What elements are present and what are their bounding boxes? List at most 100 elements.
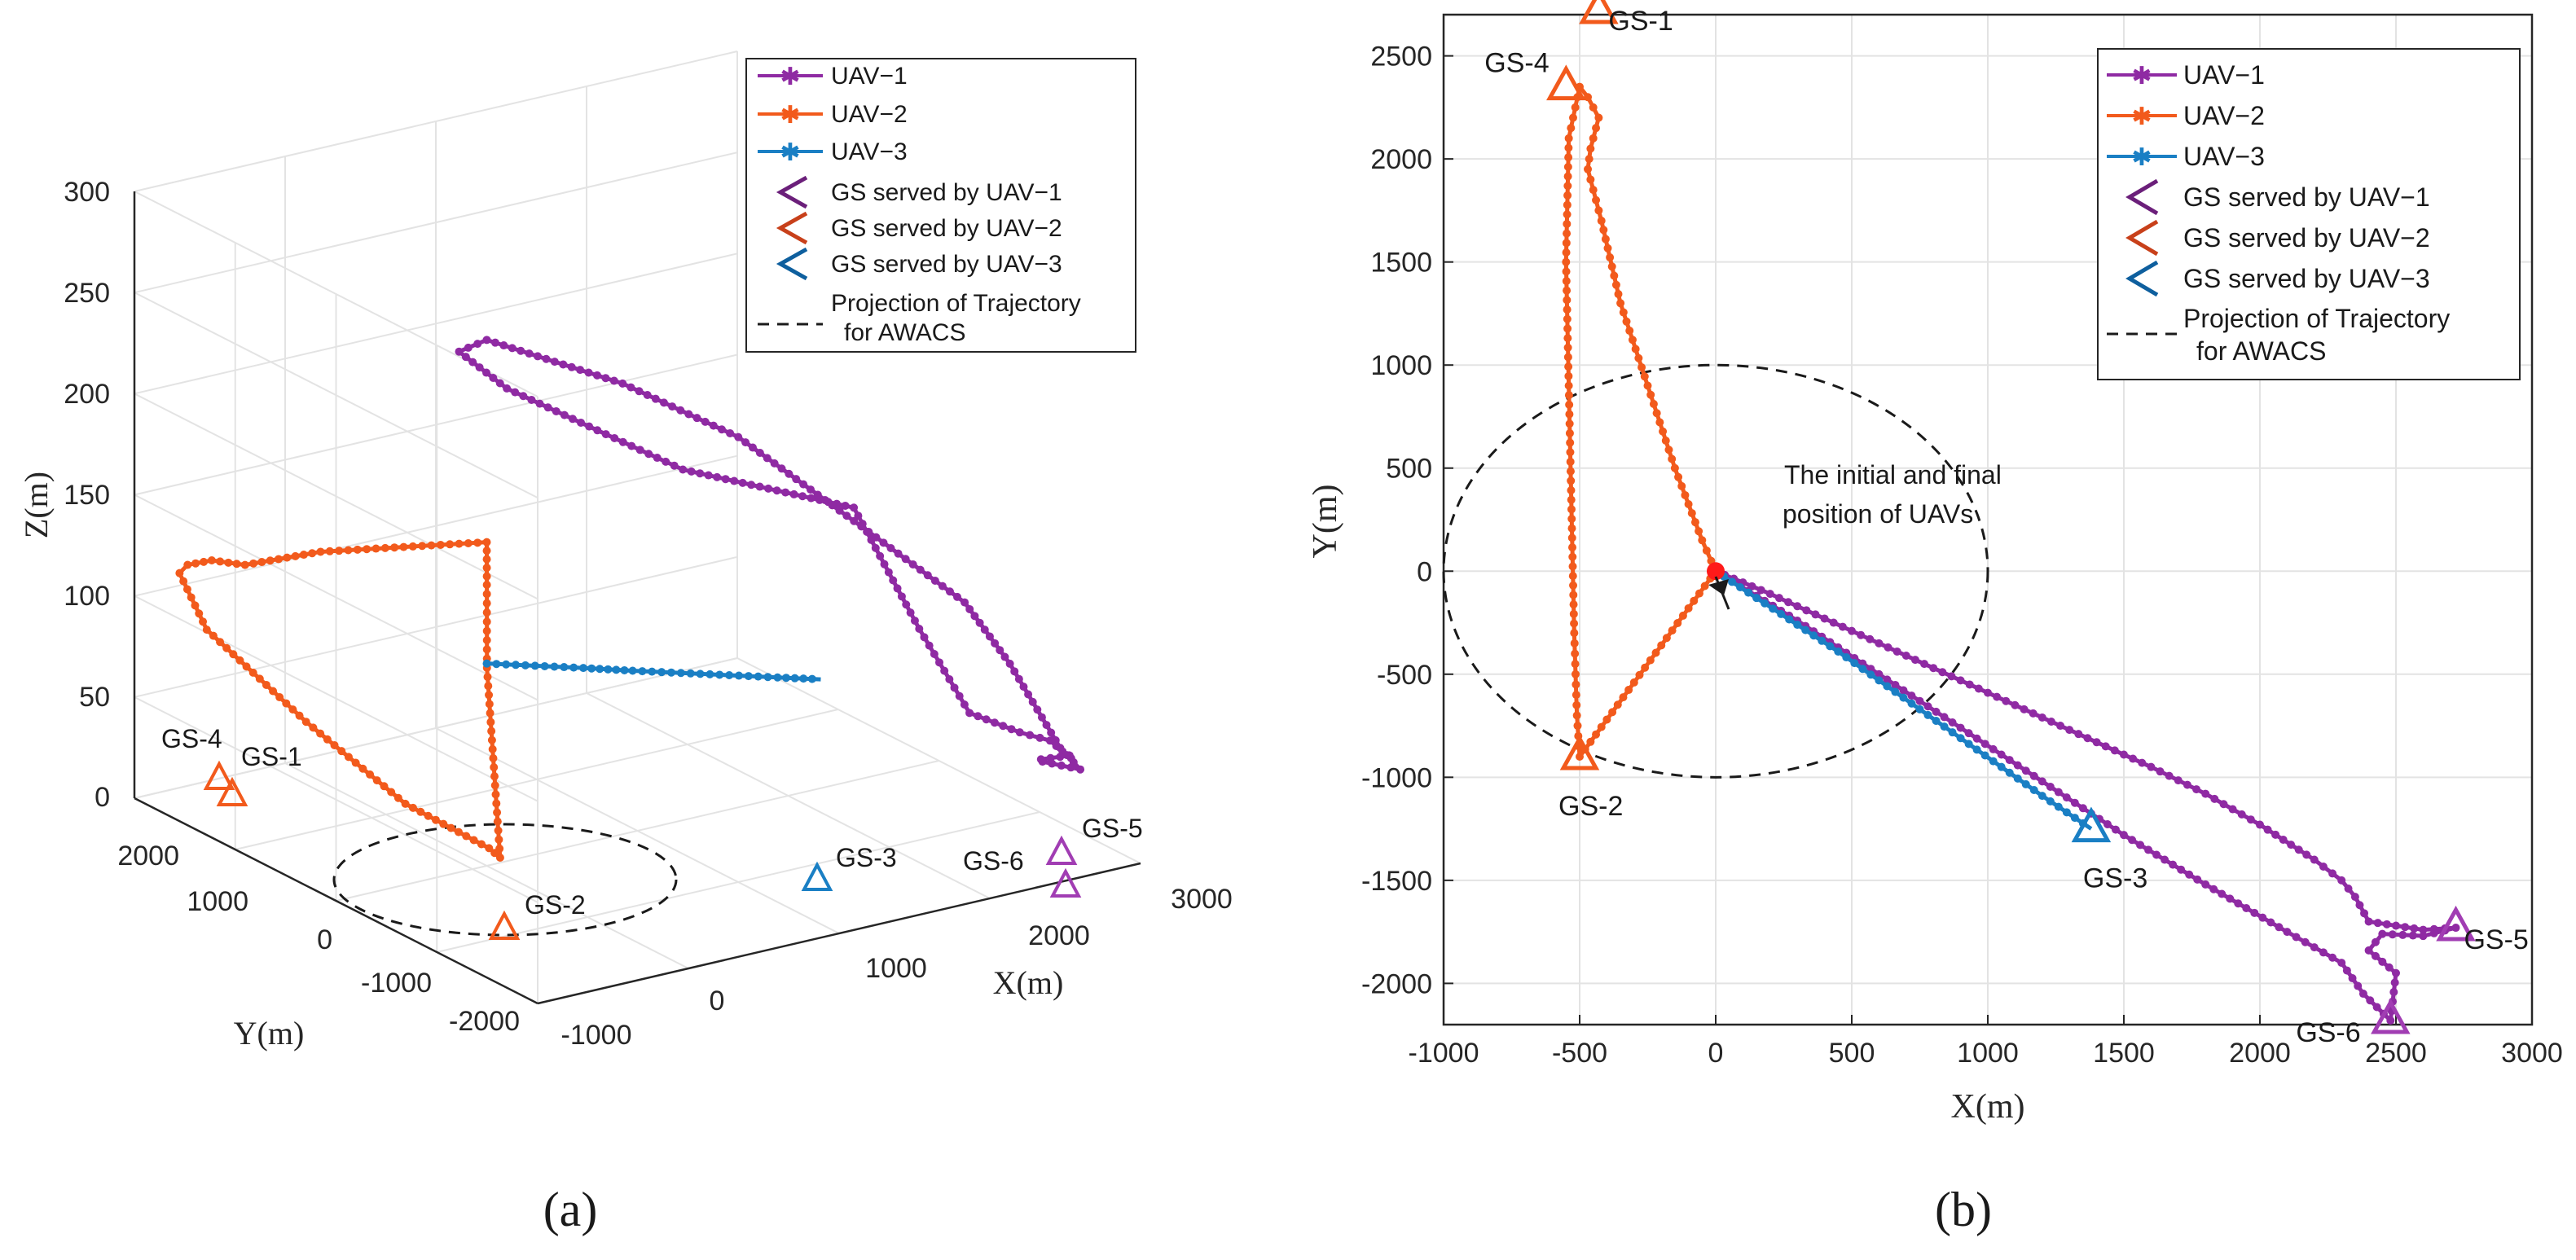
panel-b-data-point	[2392, 968, 2400, 977]
panel-a-data-point	[945, 587, 954, 596]
panel-b-data-point	[1923, 702, 1932, 711]
panel-b-data-point	[1826, 642, 1835, 651]
panel-a-data-point	[635, 446, 644, 454]
panel-b-data-point	[1850, 659, 1859, 668]
panel-b-data-point	[1974, 684, 1983, 693]
panel-a-data-point	[288, 705, 297, 714]
panel-a-data-point	[965, 604, 974, 613]
panel-a-data-point	[925, 641, 934, 650]
panel-b-data-point	[2002, 696, 2011, 705]
panel-a-data-point	[269, 687, 278, 696]
panel-b-gs-label: GS-1	[1608, 6, 1673, 37]
panel-a-data-point	[961, 598, 969, 607]
panel-a-data-point	[316, 729, 325, 738]
panel-b-y-tick-label: 2500	[1370, 42, 1432, 72]
panel-a-data-point	[763, 454, 771, 463]
panel-b-data-point	[2242, 904, 2251, 913]
legend-label-projection-2: for AWACS	[844, 319, 965, 346]
panel-b-data-point	[2046, 797, 2055, 806]
legend-b-marker-uav1: ✱	[2131, 63, 2152, 90]
panel-b-ground-stations: GS-1 GS-4 GS-2 GS-3 GS-5 GS-6	[1484, 0, 2529, 1048]
panel-a-data-point	[813, 490, 822, 499]
panel-b-data-point	[2070, 814, 2079, 823]
panel-a-data-point	[493, 808, 502, 817]
panel-a-data-point	[999, 722, 1008, 731]
panel-b-data-point	[2147, 762, 2156, 771]
panel-b-y-tick-label: 2000	[1370, 144, 1432, 175]
panel-b-data-point	[1929, 664, 1938, 673]
panel-a-data-point	[534, 352, 543, 361]
legend-label-uav3: UAV−3	[831, 138, 908, 165]
panel-a-y-ticks: 2000 1000 0 -1000 -2000	[117, 841, 520, 1037]
panel-b-x-tick-label: -500	[1552, 1038, 1607, 1069]
panel-b-data-point	[2337, 876, 2346, 885]
panel-b-data-point	[1875, 670, 1884, 678]
panel-a-data-point	[503, 384, 512, 393]
panel-b-data-point	[1668, 454, 1677, 463]
panel-b-data-point	[2056, 722, 2065, 731]
panel-b-data-point	[1563, 314, 1572, 323]
panel-a-data-point	[696, 670, 705, 678]
panel-a-data-point	[592, 371, 601, 380]
panel-a-data-point	[257, 558, 266, 567]
panel-a-data-point	[485, 691, 494, 700]
panel-a-data-point	[982, 715, 991, 724]
panel-a-data-point	[807, 674, 816, 683]
panel-b-data-point	[2378, 957, 2387, 966]
panel-b-data-point	[1568, 543, 1577, 552]
panel-a-data-point	[1007, 725, 1016, 734]
panel-a-data-point	[309, 723, 318, 732]
legend-b-label-gs2: GS served by UAV−2	[2183, 223, 2430, 252]
panel-a-data-point	[473, 538, 482, 547]
panel-a-data-point	[482, 368, 490, 377]
panel-a-data-point	[464, 538, 473, 547]
panel-b-data-point	[1564, 391, 1573, 400]
panel-a-zlabel: Z(m)	[18, 472, 55, 538]
panel-b-gs-marker	[1546, 64, 1586, 101]
panel-b-data-point	[2364, 946, 2373, 955]
panel-b-data-point	[2021, 766, 2030, 775]
panel-a-gs-label: GS-2	[525, 890, 586, 920]
panel-b-axes-box	[1442, 13, 2534, 1026]
panel-b-data-point	[1993, 692, 2002, 701]
panel-b-data-point	[2201, 880, 2210, 889]
panel-b-data-point	[1565, 410, 1574, 419]
panel-b-data-point	[1728, 577, 1737, 586]
panel-a-data-point	[923, 571, 932, 580]
panel-a-data-point	[486, 709, 495, 718]
panel-a-data-point	[713, 472, 722, 481]
panel-a-data-point	[676, 669, 685, 678]
panel-a-data-point	[482, 538, 491, 547]
panel-b-data-point	[1989, 744, 1998, 753]
panel-a-data-point	[191, 601, 200, 610]
panel-b-data-point	[2364, 917, 2373, 926]
panel-a-data-point	[648, 667, 657, 676]
panel-b-data-point	[1625, 327, 1634, 336]
panel-a-data-point	[490, 849, 499, 858]
panel-a-data-point	[935, 658, 944, 667]
panel-b-data-point	[2183, 780, 2191, 789]
panel-a-data-point	[734, 432, 743, 441]
panel-a-data-point	[380, 782, 389, 791]
panel-b-data-point	[2120, 831, 2128, 840]
panel-b-data-point	[2128, 836, 2137, 845]
panel-b-data-point	[1910, 656, 1919, 665]
panel-a-data-point	[596, 665, 604, 674]
panel-a-data-point	[295, 711, 304, 720]
panel-b-ylabel: Y(m)	[1307, 485, 1344, 559]
panel-a-data-point	[618, 379, 627, 388]
panel-a-data-point	[358, 764, 367, 773]
panel-b-data-point	[2385, 963, 2394, 972]
panel-b-data-point	[1599, 226, 1608, 235]
panel-b-data-point	[1571, 660, 1580, 669]
panel-b-data-point	[1989, 757, 1998, 766]
panel-a-data-point	[482, 626, 491, 635]
panel-b-data-point	[1592, 124, 1601, 133]
panel-b-data-point	[1562, 248, 1571, 257]
panel-a-data-point	[235, 656, 244, 665]
panel-a-data-point	[798, 492, 807, 501]
panel-b-data-point	[1646, 656, 1655, 665]
panel-b-data-point	[2360, 909, 2369, 918]
panel-a-data-point	[901, 555, 910, 564]
panel-b-data-point	[1616, 299, 1625, 308]
